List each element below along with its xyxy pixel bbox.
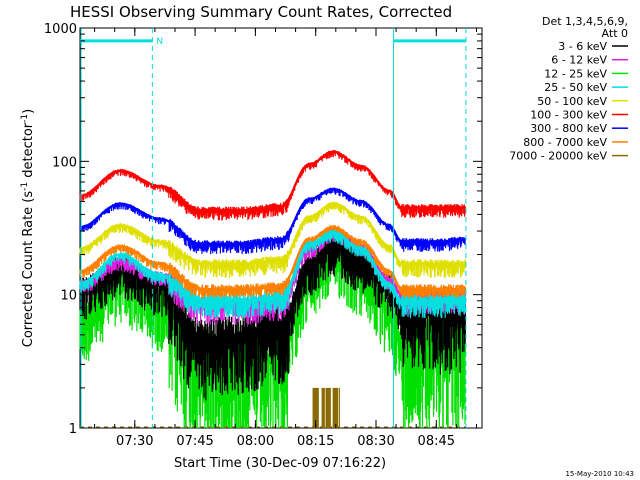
x-tick-label: 08:45 bbox=[418, 434, 455, 449]
y-axis-label-main: Corrected Count Rate (s bbox=[21, 191, 36, 348]
series-800-7000kev bbox=[79, 225, 466, 303]
series-layer bbox=[79, 149, 466, 428]
legend-label: 50 - 100 keV bbox=[537, 95, 607, 108]
series-25-50kev bbox=[79, 230, 466, 319]
y-axis-label-sup1: -1 bbox=[20, 182, 30, 191]
legend-item: 300 - 800 keV bbox=[530, 122, 628, 135]
series-noise bbox=[79, 233, 466, 401]
y-axis: 1 10 100 1000 bbox=[44, 22, 482, 437]
series-100-300kev bbox=[79, 149, 466, 221]
x-axis-label: Start Time (30-Dec-09 07:16:22) bbox=[174, 456, 386, 471]
legend-item: 800 - 7000 keV bbox=[523, 136, 628, 149]
legend-label: 12 - 25 keV bbox=[544, 67, 607, 80]
legend-label: 6 - 12 keV bbox=[551, 54, 607, 67]
x-axis: 07:30 07:45 08:00 08:15 08:30 08:45 bbox=[94, 28, 477, 449]
series-line bbox=[79, 226, 466, 291]
x-tick-label: 07:30 bbox=[116, 434, 153, 449]
legend-item: 100 - 300 keV bbox=[530, 109, 628, 122]
series-line bbox=[79, 231, 466, 302]
series-line bbox=[79, 187, 466, 246]
y-tick-label: 1000 bbox=[44, 22, 77, 37]
legend-item: 6 - 12 keV bbox=[551, 54, 628, 67]
legend-label: 25 - 50 keV bbox=[544, 81, 607, 94]
legend-label: 3 - 6 keV bbox=[558, 40, 607, 53]
chart-title: HESSI Observing Summary Count Rates, Cor… bbox=[70, 3, 452, 21]
legend-header-line1: Det 1,3,4,5,6,9, bbox=[542, 15, 628, 28]
vline-layer bbox=[80, 28, 467, 428]
series-spikes bbox=[80, 387, 466, 428]
series-line bbox=[79, 202, 466, 265]
legend-label: 800 - 7000 keV bbox=[523, 136, 607, 149]
footer-timestamp: 15-May-2010 10:43 bbox=[565, 470, 634, 478]
y-tick-label: 100 bbox=[52, 155, 77, 170]
y-axis-label-sup2: -1 bbox=[20, 114, 30, 123]
y-tick-label: 1 bbox=[69, 422, 77, 437]
legend-header-line2: Att 0 bbox=[602, 27, 628, 40]
legend-item: 25 - 50 keV bbox=[544, 81, 628, 94]
flag-label: N bbox=[156, 37, 163, 47]
y-axis-label-end: ) bbox=[21, 109, 36, 114]
legend-item: 7000 - 20000 keV bbox=[509, 150, 628, 163]
legend-label: 100 - 300 keV bbox=[530, 109, 607, 122]
y-tick-label: 10 bbox=[60, 289, 77, 304]
series-noise bbox=[79, 187, 466, 255]
legend-label: 7000 - 20000 keV bbox=[509, 150, 607, 163]
series-line bbox=[79, 150, 466, 212]
x-tick-label: 08:15 bbox=[297, 434, 334, 449]
legend-item: 50 - 100 keV bbox=[537, 95, 628, 108]
plot-area: 1 10 100 1000 07:30 07:45 08:00 08:15 08:30 08:4… bbox=[44, 22, 483, 449]
y-axis-label-mid: detector bbox=[21, 122, 36, 182]
series-300-800kev bbox=[79, 187, 466, 255]
x-tick-label: 08:30 bbox=[357, 434, 394, 449]
legend-item: 12 - 25 keV bbox=[544, 67, 628, 80]
x-tick-label: 07:45 bbox=[176, 434, 213, 449]
x-tick-label: 08:00 bbox=[237, 434, 274, 449]
spike-marks bbox=[312, 387, 340, 428]
series-50-100kev bbox=[79, 201, 466, 278]
legend-label: 300 - 800 keV bbox=[530, 122, 607, 135]
y-axis-label: Corrected Count Rate (s-1 detector-1) bbox=[20, 109, 36, 347]
legend-item: 3 - 6 keV bbox=[558, 40, 628, 53]
